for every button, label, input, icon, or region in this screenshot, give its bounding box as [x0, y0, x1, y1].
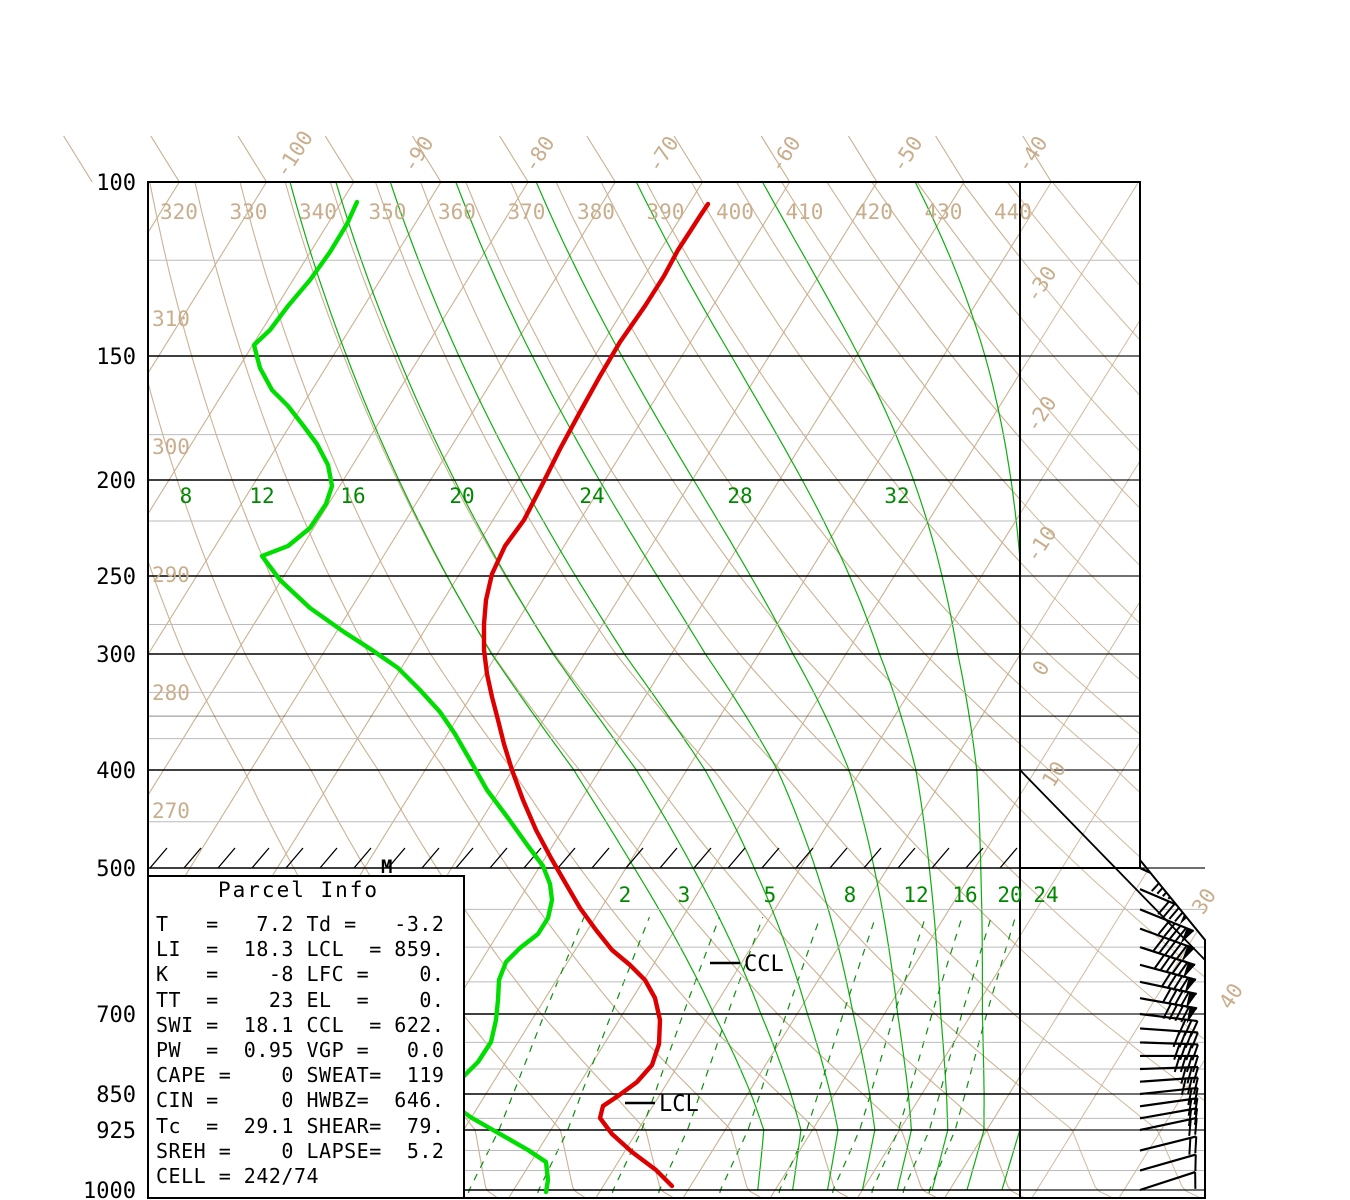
plot-frame: [147, 181, 1206, 1199]
svg-text:390: 390: [647, 200, 685, 224]
parcel-info-box: Parcel Info T = 7.2 Td = -3.2 LI = 18.3 L…: [148, 876, 464, 1198]
svg-text:250: 250: [96, 565, 136, 590]
svg-text:20: 20: [449, 484, 474, 508]
svg-text:410: 410: [786, 200, 824, 224]
svg-text:24: 24: [579, 484, 604, 508]
svg-text:420: 420: [855, 200, 893, 224]
svg-text:16: 16: [340, 484, 365, 508]
wind-barb: [1139, 980, 1197, 1009]
wind-barb: [1139, 1153, 1197, 1172]
svg-text:20: 20: [997, 883, 1022, 907]
wind-barb: [1139, 927, 1195, 962]
svg-text:150: 150: [96, 345, 136, 370]
svg-text:8: 8: [844, 883, 857, 907]
parcel-info-row: TT = 23 EL = 0.: [156, 987, 445, 1012]
wind-barb: [1139, 1065, 1199, 1084]
svg-text:1000: 1000: [83, 1179, 136, 1200]
svg-text:430: 430: [925, 200, 963, 224]
svg-text:28: 28: [727, 484, 752, 508]
svg-text:280: 280: [152, 681, 190, 705]
sounding-curves: [251, 199, 711, 1195]
svg-text:200: 200: [96, 469, 136, 494]
svg-text:400: 400: [716, 200, 754, 224]
svg-text:300: 300: [152, 435, 190, 459]
wind-barb: [1139, 1086, 1199, 1106]
parcel-info-row: CAPE = 0 SWEAT= 119: [156, 1063, 445, 1088]
svg-text:16: 16: [952, 883, 977, 907]
wind-barb: [1139, 1097, 1199, 1116]
svg-text:500: 500: [96, 857, 136, 882]
svg-text:12: 12: [249, 484, 274, 508]
parcel-info-row: SWI = 18.1 CCL = 622.: [156, 1012, 445, 1037]
wind-barb: [1139, 1076, 1199, 1096]
svg-text:925: 925: [96, 1119, 136, 1144]
svg-text:400: 400: [96, 759, 136, 784]
svg-text:700: 700: [96, 1003, 136, 1028]
svg-text:270: 270: [152, 799, 190, 823]
svg-text:360: 360: [438, 200, 476, 224]
wind-barb: [1139, 1116, 1198, 1136]
svg-text:350: 350: [369, 200, 407, 224]
parcel-info-row: SREH = 0 LAPSE= 5.2: [156, 1138, 445, 1163]
temperature-curve: [481, 201, 711, 1189]
wind-barb: [1139, 946, 1196, 979]
ccl-label: CCL: [744, 952, 784, 977]
svg-text:24: 24: [1033, 883, 1058, 907]
svg-text:12: 12: [903, 883, 928, 907]
dewpoint-curve: [251, 199, 555, 1195]
svg-text:300: 300: [96, 643, 136, 668]
level-annotations: CCL LCL: [625, 952, 784, 1117]
svg-text:850: 850: [96, 1083, 136, 1108]
svg-text:3: 3: [678, 883, 691, 907]
wind-barb: [1140, 1054, 1199, 1073]
svg-text:320: 320: [160, 200, 198, 224]
parcel-info-row: PW = 0.95 VGP = 0.0: [156, 1038, 445, 1062]
wind-barb: [1139, 963, 1197, 995]
wind-barb: [1139, 1171, 1197, 1192]
wind-barb: [1139, 1135, 1198, 1155]
wind-barb: [1139, 1107, 1199, 1127]
parcel-info-row: K = -8 LFC = 0.: [156, 962, 445, 987]
svg-text:8: 8: [180, 484, 193, 508]
mixed-parcel-marker: M: [381, 856, 393, 878]
parcel-info-row: CIN = 0 HWBZ= 646.: [156, 1088, 445, 1113]
parcel-info-row: LI = 18.3 LCL = 859.: [156, 937, 445, 962]
svg-text:5: 5: [764, 883, 777, 907]
svg-text:310: 310: [152, 307, 190, 331]
svg-text:380: 380: [577, 200, 615, 224]
svg-text:290: 290: [152, 563, 190, 587]
svg-text:330: 330: [230, 200, 268, 224]
svg-text:440: 440: [994, 200, 1032, 224]
svg-text:370: 370: [508, 200, 546, 224]
parcel-info-row: T = 7.2 Td = -3.2: [156, 912, 445, 936]
hatch-marks-500mb: [149, 847, 1018, 869]
parcel-info-row: Tc = 29.1 SHEAR= 79.: [156, 1113, 445, 1138]
svg-text:340: 340: [299, 200, 337, 224]
lcl-label: LCL: [659, 1092, 699, 1117]
mixing-ratio-lines: [467, 916, 1016, 1194]
parcel-info-title: Parcel Info: [218, 878, 380, 902]
parcel-info-cell: CELL = 242/74: [156, 1164, 320, 1188]
svg-text:100: 100: [96, 171, 136, 196]
svg-text:2: 2: [619, 883, 632, 907]
svg-text:32: 32: [884, 484, 909, 508]
